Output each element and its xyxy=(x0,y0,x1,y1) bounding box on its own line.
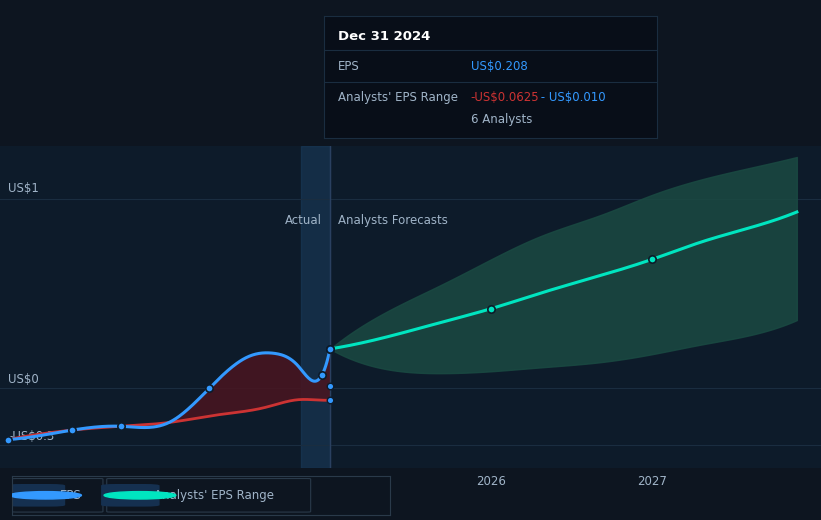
Text: Dec 31 2024: Dec 31 2024 xyxy=(337,30,430,43)
Text: -US$0.0625: -US$0.0625 xyxy=(470,92,539,105)
FancyBboxPatch shape xyxy=(12,478,103,512)
Text: 6 Analysts: 6 Analysts xyxy=(470,113,532,126)
Text: Analysts' EPS Range: Analysts' EPS Range xyxy=(337,92,457,105)
Text: Analysts' EPS Range: Analysts' EPS Range xyxy=(154,489,274,502)
Text: - US$0.010: - US$0.010 xyxy=(537,92,606,105)
Text: US$1: US$1 xyxy=(8,182,39,195)
Text: Analysts Forecasts: Analysts Forecasts xyxy=(338,214,448,227)
Point xyxy=(323,396,337,405)
Circle shape xyxy=(10,491,81,499)
Point xyxy=(66,426,79,434)
Text: US$0: US$0 xyxy=(8,373,39,386)
Point xyxy=(315,371,328,379)
Text: EPS: EPS xyxy=(337,60,360,73)
Text: Actual: Actual xyxy=(285,214,322,227)
Bar xyxy=(301,146,330,468)
FancyBboxPatch shape xyxy=(101,484,159,506)
Text: -US$0.3: -US$0.3 xyxy=(8,431,54,444)
Point xyxy=(484,305,498,313)
Point xyxy=(203,384,216,393)
Point xyxy=(2,435,15,444)
Point xyxy=(323,345,337,353)
FancyBboxPatch shape xyxy=(107,478,310,512)
Circle shape xyxy=(104,491,176,499)
FancyBboxPatch shape xyxy=(7,484,65,506)
Text: US$0.208: US$0.208 xyxy=(470,60,527,73)
Point xyxy=(323,382,337,391)
Point xyxy=(114,422,127,431)
Point xyxy=(323,345,337,353)
Text: EPS: EPS xyxy=(60,489,81,502)
Point xyxy=(645,255,658,264)
